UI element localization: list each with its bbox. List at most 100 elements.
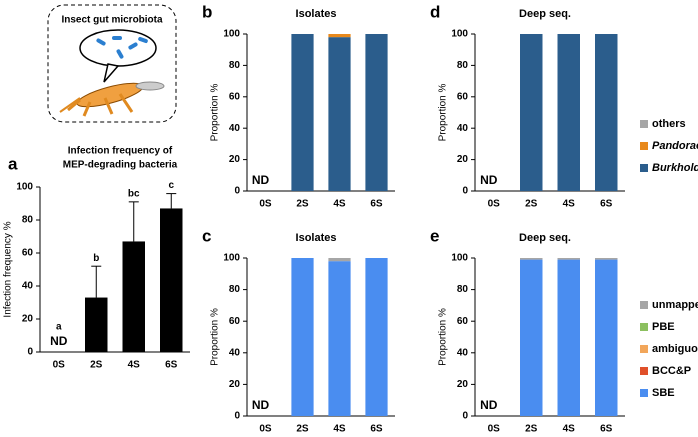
y-tick-label: 40	[457, 347, 469, 358]
y-tick-label: 80	[229, 284, 241, 295]
annotation: c	[168, 180, 174, 191]
legend-swatch	[640, 164, 648, 172]
y-tick-label: 80	[457, 60, 469, 71]
x-tick-label: 4S	[333, 199, 346, 210]
y-tick-label: 20	[22, 314, 34, 325]
y-tick-label: 0	[234, 411, 240, 422]
legend-swatch	[640, 142, 648, 150]
chart-title: Deep seq.	[519, 8, 571, 20]
legend-swatch	[640, 120, 648, 128]
bubble-tail	[103, 63, 120, 83]
bar-segment	[520, 258, 543, 260]
bar-segment	[520, 34, 543, 191]
legend-label: SBE	[652, 387, 675, 399]
bar-segment	[328, 37, 351, 191]
x-tick-label: 0S	[259, 424, 272, 435]
speech-bubble	[79, 29, 157, 67]
x-tick-label: 4S	[563, 199, 576, 210]
bar-segment	[291, 258, 314, 416]
bacteria	[96, 36, 148, 59]
x-tick-label: 0S	[259, 199, 272, 210]
y-tick-label: 20	[457, 154, 469, 165]
bar-segment	[520, 259, 543, 416]
bar	[85, 297, 108, 352]
x-tick-label: 4S	[128, 360, 141, 371]
y-tick-label: 60	[457, 316, 469, 327]
y-tick-label: 0	[462, 411, 468, 422]
y-tick-label: 100	[451, 29, 468, 40]
bar-segment	[595, 259, 618, 416]
y-tick-label: 60	[22, 248, 34, 259]
legend-label: Burkholderia	[652, 162, 698, 174]
panel-label: b	[202, 2, 212, 21]
legend-swatch	[640, 323, 648, 331]
y-tick-label: 20	[229, 154, 241, 165]
y-axis-label: Proportion %	[438, 308, 449, 366]
y-tick-label: 100	[451, 253, 468, 264]
annotation: bc	[128, 188, 140, 199]
y-tick-label: 100	[223, 253, 240, 264]
y-tick-label: 80	[457, 284, 469, 295]
x-tick-label: 6S	[600, 199, 613, 210]
panel-label: c	[202, 226, 211, 245]
y-tick-label: 40	[457, 123, 469, 134]
x-tick-label: 4S	[333, 424, 346, 435]
x-tick-label: 0S	[53, 360, 66, 371]
chart-title: Infection frequency of	[68, 146, 173, 157]
legend-label: unmapped	[652, 299, 698, 311]
chart-title: MEP-degrading bacteria	[63, 160, 178, 171]
x-tick-label: 2S	[90, 360, 103, 371]
insect	[59, 81, 165, 117]
bar	[160, 208, 183, 352]
annotation: ND	[480, 173, 498, 187]
bar-segment	[595, 34, 618, 191]
x-tick-label: 6S	[600, 424, 613, 435]
x-tick-label: 6S	[370, 199, 383, 210]
y-tick-label: 0	[462, 186, 468, 197]
bar-segment	[328, 258, 351, 262]
y-tick-label: 80	[22, 215, 34, 226]
x-tick-label: 2S	[525, 199, 538, 210]
x-tick-label: 6S	[165, 360, 178, 371]
x-tick-label: 2S	[525, 424, 538, 435]
legend-swatch	[640, 301, 648, 309]
legend-label: others	[652, 118, 686, 130]
x-tick-label: 2S	[296, 199, 309, 210]
bar-segment	[595, 258, 618, 260]
annotation: ND	[252, 398, 270, 412]
x-tick-label: 2S	[296, 424, 309, 435]
y-tick-label: 20	[229, 379, 241, 390]
y-tick-label: 0	[27, 347, 33, 358]
panel-label: a	[8, 154, 18, 173]
illustration-title: Insect gut microbiota	[61, 15, 163, 26]
y-axis-label: Infection frequency %	[3, 221, 14, 317]
illustration-frame	[47, 4, 177, 123]
annotation: b	[93, 253, 99, 264]
y-tick-label: 60	[457, 91, 469, 102]
legend-label: ambiguous B	[652, 343, 698, 355]
legend-swatch	[640, 345, 648, 353]
bar-segment	[328, 261, 351, 416]
x-tick-label: 6S	[370, 424, 383, 435]
legend-swatch	[640, 389, 648, 397]
annotation: ND	[50, 334, 68, 348]
y-tick-label: 100	[16, 182, 33, 193]
y-tick-label: 60	[229, 316, 241, 327]
legend-label: Pandoraea	[652, 140, 698, 152]
bar-segment	[328, 34, 351, 38]
bar-segment	[291, 34, 314, 191]
bar-segment	[365, 34, 388, 191]
x-tick-label: 0S	[488, 199, 501, 210]
y-axis-label: Proportion %	[438, 83, 449, 141]
bar	[122, 241, 145, 352]
y-axis-label: Proportion %	[210, 308, 221, 366]
y-tick-label: 40	[229, 123, 241, 134]
illustration: Insect gut microbiota	[47, 4, 177, 123]
y-tick-label: 80	[229, 60, 241, 71]
panel-label: e	[430, 226, 439, 245]
x-tick-label: 4S	[563, 424, 576, 435]
chart-title: Deep seq.	[519, 232, 571, 244]
annotation: ND	[252, 173, 270, 187]
annotation: a	[56, 322, 62, 333]
